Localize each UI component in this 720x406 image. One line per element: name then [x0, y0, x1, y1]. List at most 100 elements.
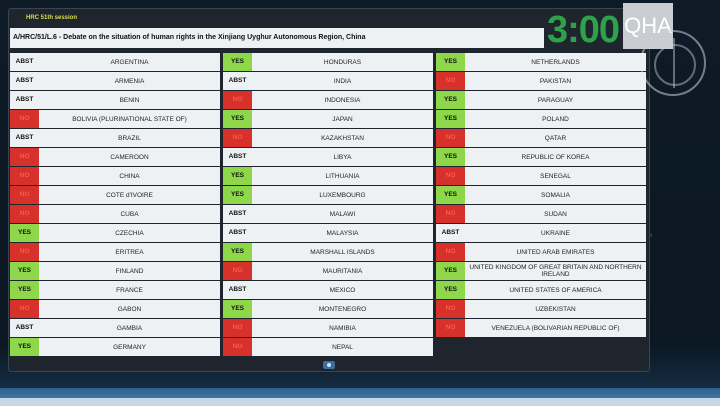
country-name: CAMEROON	[110, 153, 149, 161]
vote-badge: NO	[223, 91, 252, 109]
country-name: SENEGAL	[540, 172, 571, 180]
broadcast-bottom-stripe	[0, 398, 720, 406]
page-indicator[interactable]	[323, 361, 335, 369]
vote-row: YES FINLAND	[10, 262, 220, 280]
vote-badge: YES	[436, 281, 465, 299]
country-name: NETHERLANDS	[531, 58, 580, 66]
country-name: MONTENEGRO	[318, 305, 367, 313]
vote-badge: NO	[10, 300, 39, 318]
country-name: MAURITANIA	[322, 267, 363, 275]
speaking-timer: 3:00	[547, 9, 620, 51]
country-name: JAPAN	[332, 115, 353, 123]
vote-badge: YES	[436, 262, 465, 280]
country-name: FRANCE	[116, 286, 143, 294]
country-name: GABON	[117, 305, 142, 313]
vote-row: NO CAMEROON	[10, 148, 220, 166]
vote-row: YES SOMALIA	[436, 186, 646, 204]
vote-row: NO PAKISTAN	[436, 72, 646, 90]
vote-row: YES HONDURAS	[223, 53, 433, 71]
vote-badge: ABST	[10, 319, 39, 337]
vote-row: NO KAZAKHSTAN	[223, 129, 433, 147]
vote-column-2: YES HONDURAS ABST INDIA NO INDONESIA YES JAPAN N…	[223, 53, 433, 356]
vote-row: NO ERITREA	[10, 243, 220, 261]
vote-badge: NO	[223, 129, 252, 147]
country-name: NEPAL	[332, 343, 353, 351]
vote-badge: YES	[436, 148, 465, 166]
country-name: GAMBIA	[116, 324, 143, 332]
country-name: COTE d'IVOIRE	[106, 191, 153, 199]
vote-row: YES MONTENEGRO	[223, 300, 433, 318]
country-name: POLAND	[542, 115, 569, 123]
vote-row: NO MAURITANIA	[223, 262, 433, 280]
country-name: SUDAN	[544, 210, 567, 218]
country-name: UZBEKISTAN	[535, 305, 576, 313]
country-name: PAKISTAN	[539, 77, 572, 85]
country-name: UKRAINE	[541, 229, 570, 237]
country-name: GERMANY	[113, 343, 146, 351]
vote-row: YES UNITED KINGDOM OF GREAT BRITAIN AND N…	[436, 262, 646, 280]
country-name: MALAYSIA	[326, 229, 359, 237]
country-name: BOLIVIA (PLURINATIONAL STATE OF)	[72, 115, 187, 123]
vote-badge: YES	[10, 338, 39, 356]
vote-row: NO CUBA	[10, 205, 220, 223]
vote-badge: ABST	[223, 72, 252, 90]
vote-row: YES FRANCE	[10, 281, 220, 299]
vote-badge: NO	[10, 110, 39, 128]
vote-row: ABST GAMBIA	[10, 319, 220, 337]
vote-row: NO NEPAL	[223, 338, 433, 356]
country-name: PARAGUAY	[537, 96, 574, 104]
vote-badge: ABST	[223, 224, 252, 242]
country-name: QATAR	[544, 134, 567, 142]
vote-badge: NO	[436, 72, 465, 90]
country-name: ARMENIA	[114, 77, 145, 85]
country-name: ERITREA	[115, 248, 144, 256]
vote-badge: YES	[436, 110, 465, 128]
vote-badge: NO	[10, 186, 39, 204]
vote-row: YES POLAND	[436, 110, 646, 128]
vote-results-grid: ABST ARGENTINA ABST ARMENIA ABST BENIN NO BOLIV…	[10, 53, 646, 356]
country-name: ARGENTINA	[110, 58, 149, 66]
vote-row: ABST MALAYSIA	[223, 224, 433, 242]
vote-row: ABST ARMENIA	[10, 72, 220, 90]
vote-row: NO GABON	[10, 300, 220, 318]
vote-row: NO QATAR	[436, 129, 646, 147]
vote-badge: NO	[10, 167, 39, 185]
country-name: UNITED ARAB EMIRATES	[516, 248, 595, 256]
vote-row: YES CZECHIA	[10, 224, 220, 242]
vote-row: YES NETHERLANDS	[436, 53, 646, 71]
country-name: UNITED STATES OF AMERICA	[509, 286, 602, 294]
vote-badge: ABST	[223, 281, 252, 299]
country-name: UNITED KINGDOM OF GREAT BRITAIN AND NORT…	[469, 264, 642, 278]
vote-row: NO VENEZUELA (BOLIVARIAN REPUBLIC OF)	[436, 319, 646, 337]
vote-badge: YES	[223, 300, 252, 318]
vote-row: ABST UKRAINE	[436, 224, 646, 242]
vote-badge: NO	[436, 300, 465, 318]
vote-column-3: YES NETHERLANDS NO PAKISTAN YES PARAGUAY YES PO…	[436, 53, 646, 356]
vote-row: NO COTE d'IVOIRE	[10, 186, 220, 204]
vote-row: YES PARAGUAY	[436, 91, 646, 109]
vote-row: NO UZBEKISTAN	[436, 300, 646, 318]
country-name: CUBA	[120, 210, 139, 218]
country-name: BRAZIL	[118, 134, 141, 142]
resolution-title: A/HRC/51/L.6 - Debate on the situation o…	[10, 28, 544, 48]
vote-badge: YES	[10, 224, 39, 242]
vote-row: NO SENEGAL	[436, 167, 646, 185]
vote-row: ABST ARGENTINA	[10, 53, 220, 71]
vote-badge: ABST	[10, 91, 39, 109]
vote-badge: YES	[10, 281, 39, 299]
vote-badge: YES	[10, 262, 39, 280]
vote-row: ABST BRAZIL	[10, 129, 220, 147]
vote-badge: ABST	[10, 72, 39, 90]
vote-badge: YES	[223, 186, 252, 204]
vote-badge: NO	[436, 319, 465, 337]
vote-badge: YES	[436, 186, 465, 204]
vote-row: NO CHINA	[10, 167, 220, 185]
vote-row: YES LITHUANIA	[223, 167, 433, 185]
country-name: INDONESIA	[324, 96, 361, 104]
country-name: CZECHIA	[115, 229, 144, 237]
vote-badge: NO	[436, 129, 465, 147]
vote-badge: NO	[436, 243, 465, 261]
vote-badge: ABST	[436, 224, 465, 242]
vote-row: YES LUXEMBOURG	[223, 186, 433, 204]
vote-column-1: ABST ARGENTINA ABST ARMENIA ABST BENIN NO BOLIV…	[10, 53, 220, 356]
